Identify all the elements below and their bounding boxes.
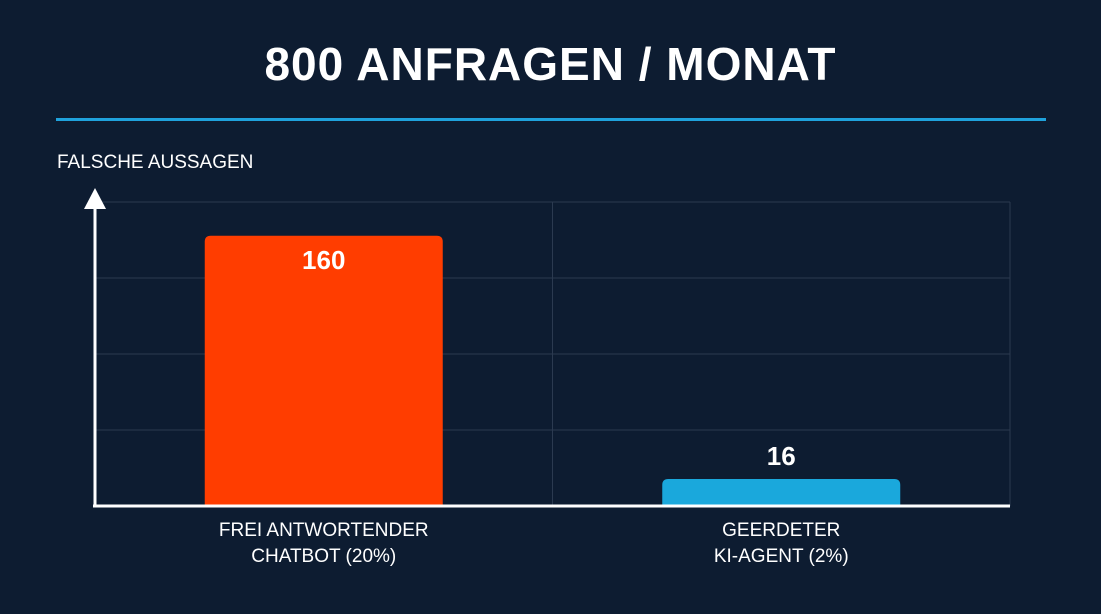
category-label: FREI ANTWORTENDER xyxy=(219,520,429,541)
labels: 160 FREI ANTWORTENDER CHATBOT (20%) 16 GEERD… xyxy=(57,152,849,567)
category-label: KI-AGENT (2%) xyxy=(714,546,849,567)
title-underline xyxy=(56,118,1046,121)
category-label: GEERDETER xyxy=(722,520,840,541)
bars xyxy=(204,235,901,506)
y-axis-arrow-icon xyxy=(84,188,106,209)
y-axis-title: FALSCHE AUSSAGEN xyxy=(57,152,253,173)
category-label: CHATBOT (20%) xyxy=(251,546,396,567)
data-label: 160 xyxy=(302,245,345,275)
axes xyxy=(84,188,1010,508)
bar-chatbot xyxy=(204,235,443,506)
chart-title: 800 ANFRAGEN / MONAT xyxy=(264,38,837,90)
data-label: 16 xyxy=(767,441,796,471)
bar-ki-agent xyxy=(662,478,901,506)
